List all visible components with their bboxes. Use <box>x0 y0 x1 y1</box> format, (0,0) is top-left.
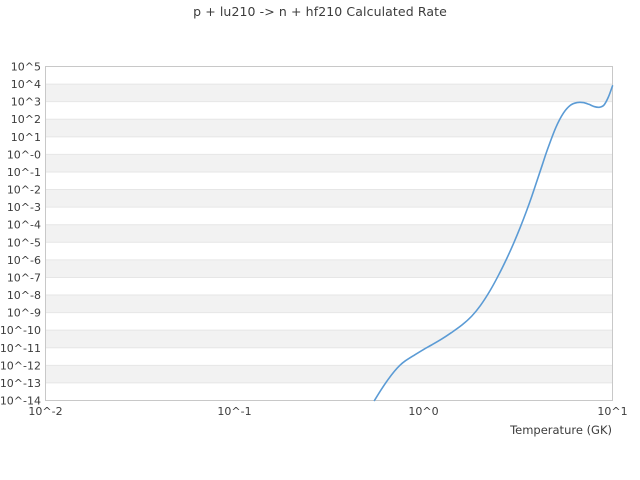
y-tick-label: 10^-12 <box>0 359 41 372</box>
decade-band <box>45 224 613 243</box>
decade-band <box>45 189 613 208</box>
y-tick-label: 10^-2 <box>7 184 41 197</box>
plot-frame <box>45 66 613 401</box>
x-tick-label: 10^1 <box>597 405 627 418</box>
decade-bands <box>45 66 613 401</box>
y-tick-label: 10^-9 <box>7 307 41 320</box>
decade-band <box>45 207 613 225</box>
rate-curve-line <box>373 85 614 402</box>
y-tick-label: 10^1 <box>11 131 41 144</box>
decade-band <box>45 382 613 401</box>
decade-band <box>45 330 613 348</box>
decade-band <box>45 171 613 190</box>
y-tick-label: 10^5 <box>11 61 41 74</box>
x-tick-label: 10^-1 <box>217 405 251 418</box>
x-tick-label: 10^0 <box>408 405 438 418</box>
decade-band <box>45 277 613 296</box>
y-tick-label: 10^-10 <box>0 324 41 337</box>
chart-title: p + lu210 -> n + hf210 Calculated Rate <box>193 4 447 19</box>
decade-band <box>45 136 613 155</box>
y-tick-label: 10^-0 <box>7 148 41 161</box>
y-tick-label: 10^-11 <box>0 342 41 355</box>
decade-band <box>45 312 613 331</box>
y-tick-label: 10^-1 <box>7 166 41 179</box>
y-tick-label: 10^-6 <box>7 254 41 267</box>
y-tick-label: 10^2 <box>11 113 41 126</box>
x-axis-title: Temperature (GK) <box>510 423 612 437</box>
decade-band <box>45 101 613 120</box>
decade-band <box>45 154 613 172</box>
y-tick-label: 10^-14 <box>0 395 41 408</box>
y-tick-label: 10^-4 <box>7 219 41 232</box>
x-tick-label: 10^-2 <box>28 405 62 418</box>
y-axis-tick-labels: 10^5 10^4 10^3 10^2 10^1 10^-0 10^-1 10^-2 10^-3… <box>0 61 41 408</box>
decade-band <box>45 259 613 278</box>
y-tick-label: 10^3 <box>11 96 41 109</box>
x-axis-tick-labels: 10^-2 10^-1 10^0 10^1 <box>28 405 627 418</box>
decade-band <box>45 295 613 313</box>
decade-band <box>45 84 613 102</box>
y-tick-label: 10^-8 <box>7 289 41 302</box>
decade-band <box>45 347 613 366</box>
y-tick-label: 10^-7 <box>7 271 41 284</box>
decade-band <box>45 242 613 260</box>
y-tick-label: 10^4 <box>11 78 41 91</box>
decade-band <box>45 365 613 383</box>
decade-band <box>45 119 613 137</box>
y-tick-label: 10^-5 <box>7 236 41 249</box>
decade-band <box>45 66 613 85</box>
y-tick-label: 10^-3 <box>7 201 41 214</box>
y-tick-label: 10^-13 <box>0 377 41 390</box>
